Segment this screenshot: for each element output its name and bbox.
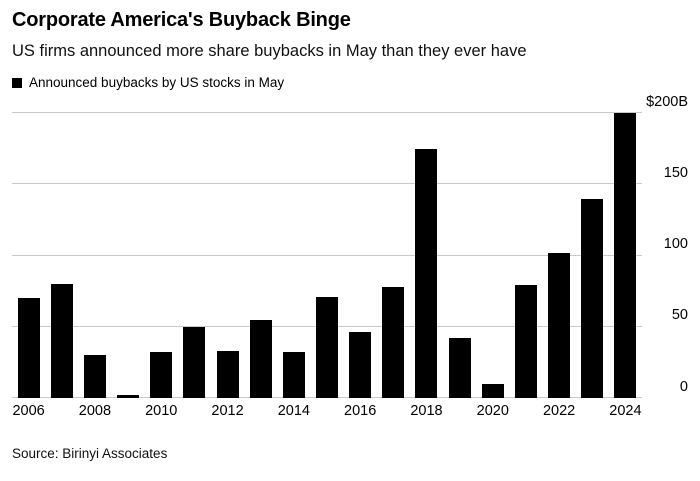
x-axis-tick-label-2008: 2008 [78, 403, 112, 419]
gridline-200 [12, 112, 642, 113]
legend: Announced buybacks by US stocks in May [12, 75, 688, 90]
x-axis-tick-label-2010: 2010 [145, 403, 178, 419]
bar-slot-2016 [344, 113, 377, 398]
bar-slot-2009 [111, 113, 144, 398]
bar-slot-2022 [543, 113, 576, 398]
x-axis-tick-label-2024: 2024 [609, 403, 642, 419]
x-axis: 2006 2008 2010 2012 2014 2016 2018 2020 2022 2024 [12, 403, 642, 425]
y-axis-tick-label-200: $200B [646, 93, 688, 110]
bar-slot-2017 [377, 113, 410, 398]
page-title: Corporate America's Buyback Binge [12, 9, 351, 31]
bar-2020 [481, 383, 504, 398]
bar-2021 [514, 285, 537, 398]
x-axis-tick-label-2014: 2014 [277, 403, 310, 419]
bar-slot-2015 [310, 113, 343, 398]
bar-slot-2006 [12, 113, 45, 398]
bar-2018 [415, 148, 438, 398]
y-axis-tick-label-150: 150 [663, 164, 688, 181]
bar-2012 [216, 350, 239, 398]
x-axis-tick-label-2006: 2006 [12, 403, 45, 419]
x-axis-tick-label-2022: 2022 [542, 403, 576, 419]
source-credit: Source: Birinyi Associates [12, 446, 168, 461]
bar-2006 [17, 298, 40, 398]
page-subtitle: US firms announced more share buybacks i… [12, 42, 527, 60]
bar-2011 [183, 326, 206, 398]
gridline-150 [12, 183, 642, 185]
bar-2022 [548, 252, 571, 398]
bar-2015 [315, 296, 338, 398]
bar-chart-plot-area [12, 112, 642, 398]
bar-2010 [150, 352, 173, 398]
bar-2008 [83, 355, 106, 398]
x-axis-tick-label-2018: 2018 [410, 403, 443, 419]
bar-2017 [382, 286, 405, 398]
bar-2023 [581, 198, 604, 398]
bar-slot-2011 [178, 113, 211, 398]
y-axis-tick-label-50: 50 [671, 307, 688, 324]
bar-2014 [282, 352, 305, 398]
bar-slot-2023 [576, 113, 609, 398]
bar-slot-2018 [410, 113, 443, 398]
gridline-100 [12, 254, 642, 256]
legend-label: Announced buybacks by US stocks in May [29, 75, 285, 90]
bar-2013 [249, 319, 272, 398]
bar-2007 [50, 284, 73, 398]
bar-2019 [448, 338, 471, 398]
y-axis-tick-label-0: 0 [679, 378, 688, 395]
legend-marker-square [12, 77, 22, 88]
bar-slot-2013 [244, 113, 277, 398]
bar-slot-2008 [78, 113, 111, 398]
bar-2024 [614, 113, 637, 398]
bar-slot-2020 [476, 113, 509, 398]
x-axis-tick-label-2020: 2020 [476, 403, 509, 419]
bar-slot-2014 [277, 113, 310, 398]
x-axis-tick-label-2012: 2012 [211, 403, 244, 419]
bar-2009 [117, 395, 140, 398]
x-axis-tick-label-2016: 2016 [344, 403, 377, 419]
bars-container [12, 113, 642, 398]
y-axis-tick-label-100: 100 [663, 236, 688, 252]
bar-slot-2010 [145, 113, 178, 398]
bar-slot-2012 [211, 113, 244, 398]
bar-slot-2007 [45, 113, 78, 398]
y-axis: $200B 150 100 50 0 [644, 94, 690, 398]
bar-slot-2021 [509, 113, 542, 398]
bar-slot-2024 [609, 113, 642, 398]
bar-2016 [349, 332, 372, 398]
bar-slot-2019 [443, 113, 476, 398]
